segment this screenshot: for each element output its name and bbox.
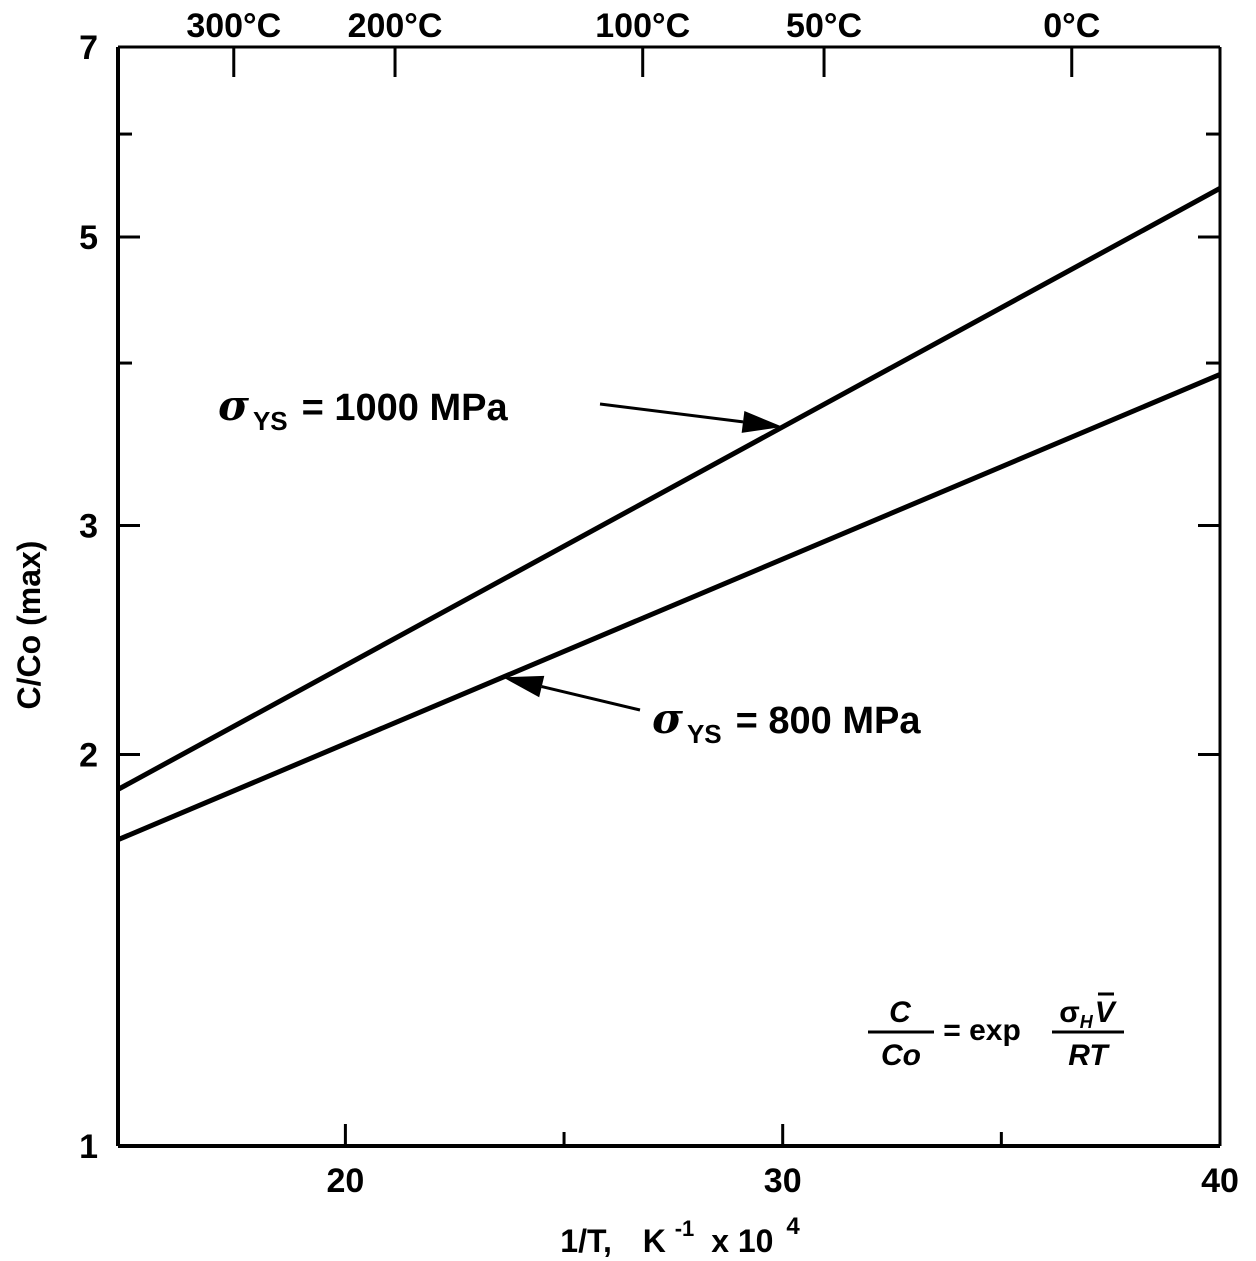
series-annotation-0: σ YS = 1000 MPa: [218, 381, 508, 436]
formula-lhs-num: C: [889, 996, 912, 1029]
x-axis-title-pow: 4: [786, 1213, 800, 1240]
formula-eq: = exp: [943, 1014, 1021, 1047]
x-tick-label-30: 30: [764, 1162, 802, 1200]
top-tick-label-50: 50°C: [786, 7, 862, 45]
series-annotation-1: σ YS = 800 MPa: [652, 694, 921, 749]
top-tick-label-200: 200°C: [348, 7, 443, 45]
y-axis-title: C/Co (max): [11, 541, 47, 710]
top-tick-label-100: 100°C: [595, 7, 690, 45]
series-line-0: [116, 186, 1222, 792]
x-tick-label-40: 40: [1201, 1162, 1239, 1200]
annotation-arrow-head-1: [502, 675, 545, 698]
series-line-1: [117, 372, 1221, 843]
x-axis-title-mult: x 10: [711, 1223, 773, 1259]
x-axis-title-unit: K: [643, 1223, 666, 1259]
formula-rhs-var: V: [1095, 996, 1118, 1029]
x-axis-title-exp: -1: [675, 1216, 695, 1241]
x-tick-label-20: 20: [326, 1162, 364, 1200]
x-axis-title-main: 1/T,: [560, 1223, 612, 1259]
formula-rhs-den: RT: [1068, 1039, 1110, 1072]
formula-lhs-den: Co: [881, 1039, 921, 1072]
y-tick-label-3: 3: [79, 508, 98, 546]
formula-rhs-sub: H: [1080, 1012, 1094, 1032]
y-tick-label-1: 1: [79, 1128, 98, 1166]
annotation-arrow-shaft-0: [599, 402, 744, 424]
formula: C Co = exp σHV RT: [868, 992, 1124, 1072]
y-tick-label-2: 2: [79, 737, 98, 775]
formula-rhs-sym: σ: [1059, 996, 1080, 1029]
y-tick-label-5: 5: [79, 219, 98, 257]
top-tick-label-300: 300°C: [186, 7, 281, 45]
svg-text:σHV: σHV: [1059, 996, 1118, 1032]
annotation-arrow-head-0: [741, 411, 783, 433]
annotation-arrow-shaft-1: [541, 685, 641, 712]
y-tick-label-7: 7: [79, 29, 98, 67]
x-axis-title: 1/T, K -1 x 10 4: [560, 1207, 800, 1259]
top-tick-label-0: 0°C: [1043, 7, 1100, 45]
